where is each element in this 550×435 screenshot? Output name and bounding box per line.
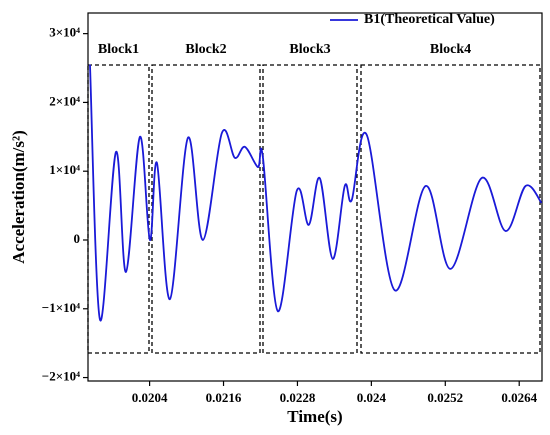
block-box (262, 64, 358, 354)
x-tick-label: 0.0216 (206, 390, 242, 405)
x-tick-label: 0.0228 (280, 390, 316, 405)
x-tick-label: 0.024 (357, 390, 387, 405)
x-tick-label: 0.0252 (427, 390, 463, 405)
y-tick-label: 0 (74, 231, 81, 246)
block-label: Block3 (289, 42, 330, 57)
block-label: Block4 (430, 42, 471, 57)
block-label: Block2 (185, 42, 226, 57)
x-axis-label: Time(s) (287, 407, 342, 426)
y-tick-label: 2×10⁴ (49, 93, 80, 108)
plot-frame (87, 12, 543, 382)
block-box (87, 64, 150, 354)
legend-label: B1(Theoretical Value) (364, 12, 495, 27)
y-tick-label: 3×10⁴ (49, 25, 80, 40)
x-tick-label: 0.0264 (501, 390, 537, 405)
y-axis-label: Acceleration(m/s²) (9, 130, 28, 264)
y-tick-label: 1×10⁴ (49, 162, 80, 177)
block-box (151, 64, 261, 354)
block-label: Block1 (98, 42, 139, 57)
data-line (89, 64, 543, 322)
y-tick-label: −1×10⁴ (42, 300, 80, 315)
y-tick-label: −2×10⁴ (42, 369, 80, 384)
block-box (360, 64, 541, 354)
x-tick-label: 0.0204 (132, 390, 168, 405)
